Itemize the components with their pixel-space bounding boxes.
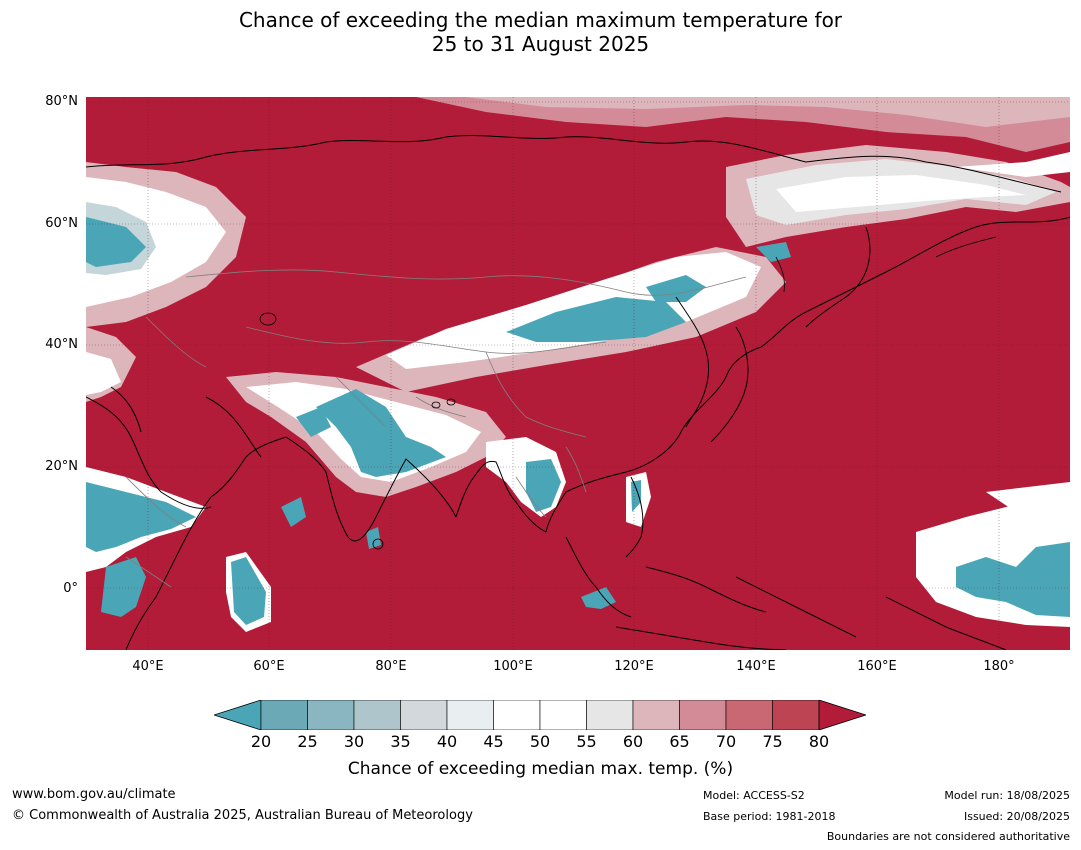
map-title-line1: Chance of exceeding the median maximum t… xyxy=(238,8,843,32)
northern-neutral-region xyxy=(416,97,1070,247)
lon-label-40e: 40°E xyxy=(132,659,164,674)
colorbar-tick-label: 30 xyxy=(343,732,365,751)
colorbar-tick-label: 60 xyxy=(622,732,644,751)
colorbar-label: Chance of exceeding median max. temp. (%… xyxy=(347,759,734,779)
colorbar-tick-label: 80 xyxy=(808,732,830,751)
colorbar-bin xyxy=(586,699,634,731)
lat-label-60n: 60°N xyxy=(45,216,78,231)
colorbar xyxy=(212,699,868,731)
lon-label-120e: 120°E xyxy=(614,659,654,674)
colorbar-extend-low xyxy=(212,699,262,731)
colorbar-tick-label: 45 xyxy=(483,732,504,751)
colorbar-tick-label: 70 xyxy=(715,732,737,751)
lat-label-20n: 20°N xyxy=(45,459,78,474)
colorbar-tick-label: 25 xyxy=(297,732,318,751)
lon-label-160e: 160°E xyxy=(857,659,897,674)
colorbar-tick-label: 65 xyxy=(669,732,690,751)
lon-label-60e: 60°E xyxy=(253,659,285,674)
map-title: Chance of exceeding the median maximum t… xyxy=(0,8,1081,56)
lon-label-140e: 140°E xyxy=(736,659,776,674)
map-title-line2: 25 to 31 August 2025 xyxy=(431,32,650,56)
footer-boundaries: Boundaries are not considered authoritat… xyxy=(826,830,1070,843)
colorbar-bin xyxy=(353,699,401,731)
arabia-africa-low-probability xyxy=(86,467,381,632)
colorbar-tick-label: 35 xyxy=(390,732,411,751)
pacific-low-probability xyxy=(916,482,1070,627)
colorbar-bin xyxy=(725,699,773,731)
colorbar-bin xyxy=(307,699,355,731)
lat-label-80n: 80°N xyxy=(45,94,78,109)
footer-website: www.bom.gov.au/climate xyxy=(12,787,176,802)
minor-features xyxy=(259,236,997,550)
country-borders xyxy=(125,269,747,588)
colorbar-bin xyxy=(772,699,820,731)
colorbar-tick-label: 20 xyxy=(250,732,272,751)
lon-label-180: 180° xyxy=(983,659,1015,674)
footer-model: Model: ACCESS-S2 xyxy=(703,789,805,802)
lon-label-100e: 100°E xyxy=(493,659,533,674)
central-asia-neutral-band xyxy=(356,242,791,392)
colorbar-bin xyxy=(493,699,541,731)
footer-copyright: © Commonwealth of Australia 2025, Austra… xyxy=(12,808,473,823)
footer-base-period: Base period: 1981-2018 xyxy=(703,810,836,823)
colorbar-tick-label: 40 xyxy=(436,732,458,751)
colorbar-bin xyxy=(446,699,494,731)
forecast-map-svg xyxy=(86,97,1070,650)
footer-model-run: Model run: 18/08/2025 xyxy=(944,789,1070,802)
coastlines xyxy=(86,135,1070,650)
lat-label-0: 0° xyxy=(63,581,78,596)
colorbar-bin xyxy=(539,699,587,731)
colorbar-tick-label: 50 xyxy=(529,732,551,751)
colorbar-svg xyxy=(212,699,868,731)
colorbar-extend-high xyxy=(818,699,868,731)
lat-label-40n: 40°N xyxy=(45,337,78,352)
colorbar-bin xyxy=(679,699,727,731)
lon-label-80e: 80°E xyxy=(375,659,407,674)
colorbar-bin xyxy=(260,699,308,731)
colorbar-bin xyxy=(400,699,448,731)
southeast-asia-low-probability xyxy=(486,437,651,609)
map-gridlines xyxy=(86,97,1070,650)
colorbar-tick-label: 75 xyxy=(762,732,783,751)
western-neutral-region xyxy=(86,162,246,402)
colorbar-bin xyxy=(632,699,680,731)
colorbar-tick-label: 55 xyxy=(576,732,597,751)
forecast-map xyxy=(86,97,1070,650)
footer-issued: Issued: 20/08/2025 xyxy=(963,810,1070,823)
south-asia-low-probability xyxy=(226,372,506,497)
